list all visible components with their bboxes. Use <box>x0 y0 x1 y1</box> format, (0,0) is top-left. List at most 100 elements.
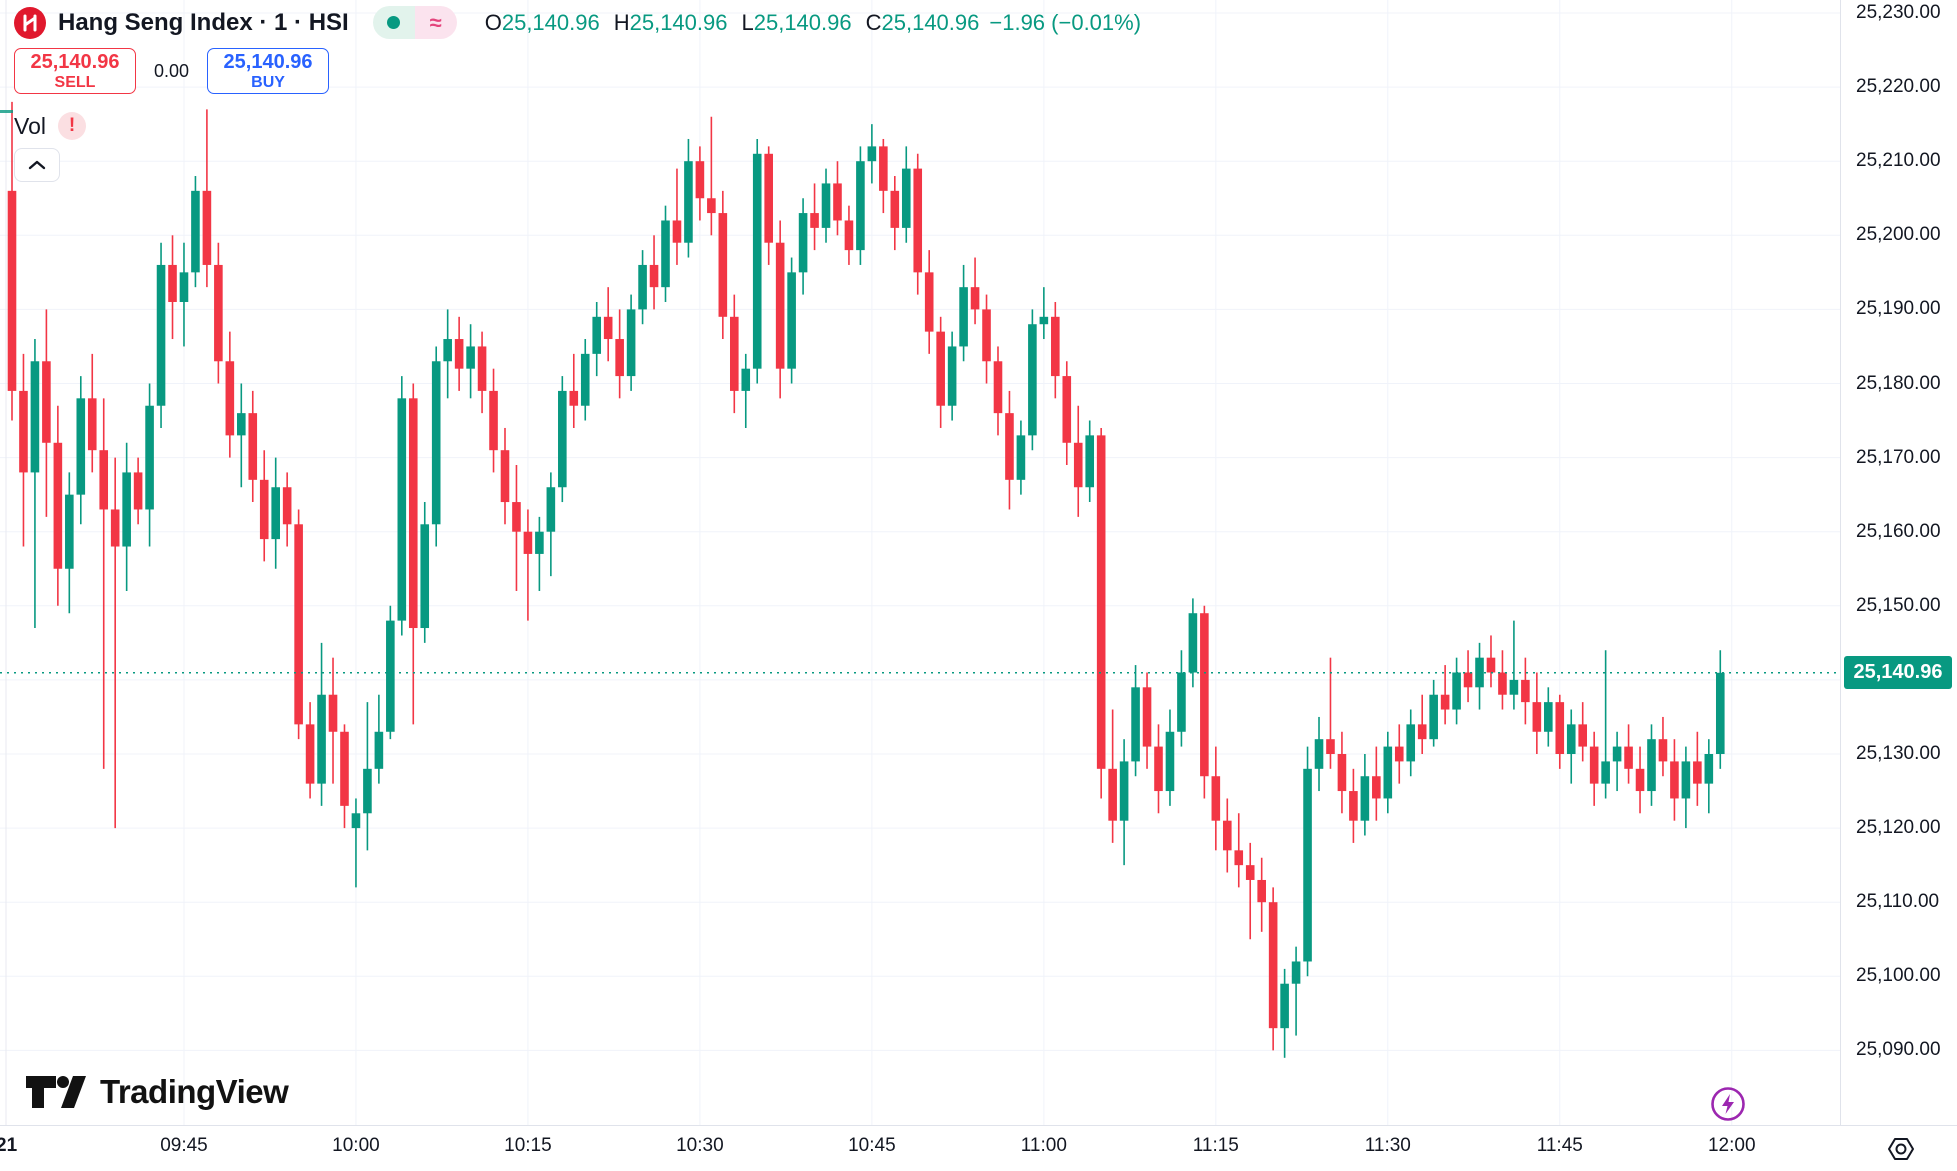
candle-body[interactable] <box>1177 672 1186 732</box>
candle-body[interactable] <box>626 309 636 377</box>
candle-body[interactable] <box>1108 768 1117 821</box>
candle-body[interactable] <box>1005 413 1014 480</box>
candle-body[interactable] <box>661 220 670 288</box>
candle-body[interactable] <box>1131 687 1140 762</box>
candle-body[interactable] <box>1314 739 1324 769</box>
candle-body[interactable] <box>1142 687 1152 747</box>
candle-body[interactable] <box>1154 746 1163 792</box>
candle-body[interactable] <box>867 146 877 162</box>
volume-indicator-label[interactable]: Vol <box>14 112 46 139</box>
candle-body[interactable] <box>1440 694 1450 710</box>
candle-body[interactable] <box>42 361 51 443</box>
candle-body[interactable] <box>936 331 945 406</box>
market-status-badges[interactable]: ≈ <box>372 6 457 39</box>
candle-body[interactable] <box>1119 761 1129 821</box>
candle-body[interactable] <box>1704 754 1714 784</box>
time-axis[interactable]: 21 09:45 10:00 10:15 10:30 10:45 11:00 11:15 11:… <box>0 1125 1957 1171</box>
candle-body[interactable] <box>305 724 315 784</box>
candle-body[interactable] <box>546 487 556 532</box>
candle-body[interactable] <box>947 346 957 406</box>
candle-body[interactable] <box>684 161 693 243</box>
candle-body[interactable] <box>1429 694 1438 740</box>
candle-body[interactable] <box>879 146 888 191</box>
candle-body[interactable] <box>1417 724 1427 740</box>
candle-body[interactable] <box>1222 820 1232 851</box>
candle-body[interactable] <box>237 413 246 436</box>
candle-body[interactable] <box>202 190 212 265</box>
candle-body[interactable] <box>1245 865 1255 880</box>
candle-body[interactable] <box>1016 435 1026 480</box>
candle-body[interactable] <box>351 813 361 829</box>
candle-body[interactable] <box>1051 316 1060 377</box>
boost-lightning-icon[interactable] <box>1710 1086 1746 1122</box>
candle-body[interactable] <box>1498 672 1507 695</box>
candle-body[interactable] <box>477 346 487 391</box>
candle-body[interactable] <box>340 731 349 806</box>
candle-body[interactable] <box>1062 376 1072 443</box>
candle-body[interactable] <box>901 168 911 228</box>
candle-body[interactable] <box>1211 776 1221 821</box>
candle-body[interactable] <box>156 264 166 406</box>
buy-button[interactable]: 25,140.96 BUY <box>207 48 330 94</box>
candle-body[interactable] <box>466 346 475 369</box>
candle-body[interactable] <box>1658 739 1668 762</box>
candle-body[interactable] <box>1268 902 1278 1029</box>
candle-body[interactable] <box>558 390 567 488</box>
candle-body[interactable] <box>30 361 40 473</box>
candle-body[interactable] <box>191 190 200 273</box>
candle-body[interactable] <box>454 339 464 369</box>
candle-body[interactable] <box>821 183 831 228</box>
candle-body[interactable] <box>7 190 17 391</box>
candle-body[interactable] <box>271 487 280 540</box>
candle-body[interactable] <box>1509 679 1519 695</box>
candle-body[interactable] <box>225 361 235 436</box>
candle-body[interactable] <box>970 287 980 310</box>
candle-body[interactable] <box>982 309 991 362</box>
candle-body[interactable] <box>500 450 510 503</box>
candle-body[interactable] <box>282 487 292 525</box>
candle-body[interactable] <box>775 242 785 369</box>
candle-body[interactable] <box>1521 679 1530 703</box>
candle-body[interactable] <box>844 220 854 251</box>
candle-body[interactable] <box>1544 702 1553 732</box>
candle-body[interactable] <box>1360 776 1370 821</box>
candle-body[interactable] <box>431 361 441 525</box>
candle-body[interactable] <box>913 168 923 273</box>
candle-body[interactable] <box>787 272 796 369</box>
candle-body[interactable] <box>133 472 143 510</box>
candle-body[interactable] <box>752 153 762 369</box>
candle-body[interactable] <box>672 220 682 243</box>
candle-body[interactable] <box>810 213 819 228</box>
candle-body[interactable] <box>1291 961 1301 984</box>
candle-body[interactable] <box>1635 768 1645 792</box>
candle-body[interactable] <box>615 339 624 377</box>
delayed-data-badge[interactable]: ≈ <box>414 6 457 39</box>
candle-body[interactable] <box>535 531 544 554</box>
candle-body[interactable] <box>718 213 728 317</box>
candle-body[interactable] <box>798 213 808 273</box>
candle-body[interactable] <box>1681 761 1691 799</box>
candle-body[interactable] <box>1200 613 1209 777</box>
candle-body[interactable] <box>294 524 303 725</box>
candle-body[interactable] <box>122 472 131 547</box>
candle-body[interactable] <box>649 264 659 288</box>
candle-body[interactable] <box>65 494 74 569</box>
symbol-title[interactable]: Hang Seng Index · 1 · HSI <box>58 8 349 36</box>
candle-body[interactable] <box>397 398 407 621</box>
candle-body[interactable] <box>569 390 579 406</box>
candle-body[interactable] <box>1096 435 1106 769</box>
candle-body[interactable] <box>1257 879 1266 903</box>
candle-body[interactable] <box>1463 672 1473 688</box>
candle-body[interactable] <box>87 398 97 451</box>
candle-body[interactable] <box>328 694 338 732</box>
candle-body[interactable] <box>179 272 189 302</box>
candle-body[interactable] <box>386 620 395 732</box>
candle-body[interactable] <box>729 316 739 391</box>
candle-body[interactable] <box>764 153 773 243</box>
candle-body[interactable] <box>1165 731 1175 792</box>
candle-body[interactable] <box>443 339 452 362</box>
chart-plot-area[interactable] <box>0 0 1840 1125</box>
candle-body[interactable] <box>1280 983 1289 1029</box>
candle-body[interactable] <box>1383 746 1393 799</box>
candlestick-chart[interactable] <box>0 0 1840 1125</box>
